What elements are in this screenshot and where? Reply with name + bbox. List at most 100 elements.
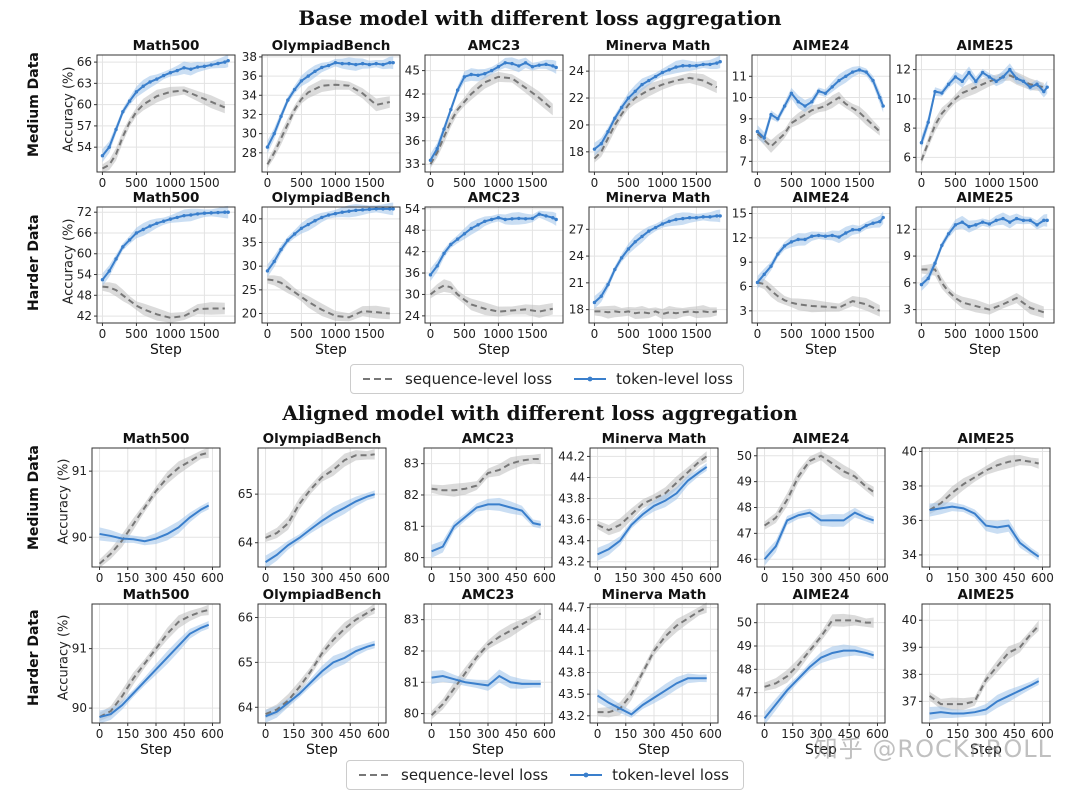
point-token-level	[189, 67, 193, 71]
point-token-level	[320, 215, 324, 220]
x-tick-label: 600	[367, 727, 390, 741]
point-token-level	[850, 70, 855, 74]
chart-title: OlympiadBench	[272, 190, 391, 206]
x-axis-label: Step	[140, 742, 172, 758]
legend-item-seq: sequence-level loss	[361, 370, 552, 388]
chart-title: Math500	[123, 587, 190, 603]
plot-frame	[261, 54, 401, 173]
x-axis-label: Step	[638, 742, 670, 758]
y-tick-label: 63	[77, 76, 92, 90]
x-tick-label: 1500	[354, 176, 385, 190]
point-token-level	[292, 232, 297, 236]
point-token-level	[626, 96, 631, 100]
x-tick-label: 0	[918, 176, 926, 190]
point-token-level	[1014, 216, 1019, 221]
point-token-level	[953, 223, 958, 227]
y-tick-label: 36	[405, 134, 420, 148]
y-tick-label: 36	[405, 266, 420, 280]
point-token-level	[1008, 67, 1012, 72]
y-tick-label: 42	[405, 245, 420, 259]
x-tick-label: 0	[918, 327, 926, 341]
x-tick-label: 1000	[647, 176, 678, 190]
band-sequence-level	[921, 70, 1044, 165]
point-token-level	[647, 229, 651, 233]
point-token-level	[340, 210, 344, 214]
point-token-level	[718, 60, 722, 64]
series-sequence-level	[594, 310, 717, 316]
point-token-level	[881, 215, 885, 220]
chart-title: AMC23	[468, 38, 521, 54]
x-tick-label: 1500	[517, 327, 548, 341]
point-token-level	[182, 66, 186, 70]
x-tick-label: 450	[1003, 727, 1026, 741]
point-token-level	[1008, 220, 1012, 224]
x-tick-label: 1500	[681, 327, 712, 341]
x-tick-label: 450	[838, 727, 861, 741]
x-tick-label: 0	[754, 176, 762, 190]
y-tick-label: 47	[737, 686, 752, 700]
plot-frame	[424, 206, 564, 324]
y-tick-label: 43.2	[558, 709, 585, 723]
y-tick-label: 49	[737, 639, 752, 653]
point-token-level	[599, 294, 603, 298]
point-token-level	[599, 142, 603, 146]
y-tick-label: 90	[72, 701, 87, 715]
x-tick-label: 600	[533, 727, 556, 741]
x-axis-label: Step	[642, 342, 674, 358]
x-axis-label: Step	[306, 742, 338, 758]
x-tick-label: 300	[643, 571, 666, 585]
point-token-level	[953, 75, 958, 79]
point-token-level	[195, 65, 200, 69]
band-token-level	[597, 463, 707, 561]
x-tick-label: 150	[116, 727, 139, 741]
chart-aligned-medium-aime25: 34 36 38 40 0 150 300 450 600 AIME25	[902, 431, 1054, 585]
point-token-level	[374, 61, 378, 66]
point-token-level	[100, 153, 105, 158]
point-token-level	[551, 64, 555, 68]
point-token-level	[1001, 75, 1005, 79]
point-token-level	[333, 60, 338, 65]
x-tick-label: 500	[125, 327, 148, 341]
point-token-level	[871, 78, 875, 83]
x-tick-label: 500	[290, 327, 313, 341]
point-token-level	[114, 257, 118, 261]
y-tick-label: 8	[903, 121, 911, 135]
point-token-level	[823, 91, 828, 95]
x-tick-label: 150	[448, 571, 471, 585]
series-token-level	[756, 216, 884, 284]
point-token-level	[223, 210, 227, 214]
y-tick-label: 43.8	[558, 666, 585, 680]
legend-label-tok: token-level loss	[612, 766, 729, 784]
x-tick-label: 500	[944, 176, 967, 190]
legend-item-tok: token-level loss	[572, 370, 733, 388]
y-tick-label: 40	[242, 212, 257, 226]
point-token-level	[435, 264, 439, 268]
y-tick-label: 28	[242, 146, 257, 160]
point-token-level	[360, 61, 365, 66]
point-token-level	[687, 64, 692, 68]
x-tick-label: 0	[96, 571, 104, 585]
x-tick-label: 0	[926, 727, 934, 741]
point-token-level	[272, 131, 276, 136]
y-tick-label: 9	[739, 255, 747, 269]
y-tick-label: 6	[903, 276, 911, 290]
point-token-level	[360, 208, 365, 212]
point-token-level	[299, 79, 304, 83]
y-tick-label: 36	[902, 513, 917, 527]
point-token-level	[1001, 216, 1005, 221]
x-axis-label: Step	[472, 742, 504, 758]
point-token-level	[127, 238, 132, 242]
point-token-level	[449, 107, 453, 112]
y-tick-label: 30	[242, 127, 257, 141]
point-token-level	[354, 208, 358, 213]
x-tick-label: 500	[453, 176, 476, 190]
chart-base-medium-aime25: 6 8 10 12 0 500 1000 1500 AIME25	[896, 38, 1055, 190]
point-token-level	[554, 217, 558, 222]
x-tick-label: 500	[780, 176, 803, 190]
point-token-level	[946, 82, 951, 86]
point-token-level	[837, 78, 841, 83]
y-tick-label: 24	[569, 249, 584, 263]
x-tick-label: 150	[781, 571, 804, 585]
point-token-level	[148, 224, 152, 228]
band-token-level	[921, 212, 1048, 292]
